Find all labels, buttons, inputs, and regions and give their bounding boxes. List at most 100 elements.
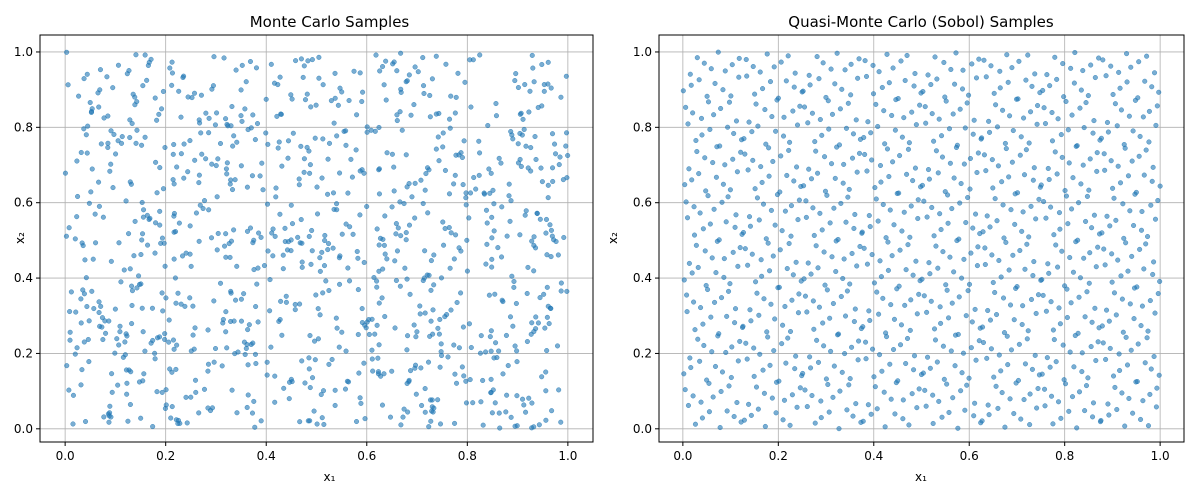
scatter-point: [542, 325, 548, 331]
scatter-point: [874, 289, 880, 295]
scatter-point: [1006, 174, 1012, 180]
scatter-point: [500, 371, 506, 377]
scatter-point: [215, 230, 221, 237]
scatter-point: [755, 406, 761, 412]
scatter-point: [514, 359, 520, 365]
scatter-point: [869, 252, 875, 258]
scatter-point: [112, 350, 118, 356]
scatter-point: [689, 270, 695, 276]
scatter-point: [1094, 150, 1100, 156]
scatter-point: [518, 163, 524, 170]
scatter-point: [787, 139, 793, 145]
scatter-point: [922, 387, 928, 393]
scatter-point: [807, 82, 813, 88]
scatter-point: [845, 194, 851, 200]
scatter-point: [933, 148, 939, 154]
scatter-point: [898, 58, 904, 64]
scatter-point: [1150, 164, 1156, 170]
scatter-point: [296, 182, 302, 188]
scatter-point: [565, 152, 571, 159]
scatter-point: [977, 231, 983, 237]
scatter-point: [433, 53, 439, 59]
scatter-point: [1051, 337, 1057, 343]
scatter-point: [334, 201, 340, 207]
scatter-point: [881, 389, 887, 395]
scatter-point: [480, 422, 486, 428]
scatter-point: [1034, 405, 1040, 411]
scatter-point: [686, 166, 692, 172]
scatter-point: [862, 58, 868, 64]
scatter-point: [486, 292, 492, 298]
scatter-point: [757, 351, 763, 357]
scatter-point: [223, 116, 229, 122]
scatter-point: [814, 337, 820, 343]
axes-frame: [658, 34, 1185, 443]
scatter-point: [110, 85, 116, 91]
scatter-point: [309, 57, 315, 63]
scatter-point: [707, 126, 713, 132]
scatter-point: [842, 67, 848, 73]
scatter-point: [300, 74, 306, 80]
scatter-point: [884, 51, 890, 57]
scatter-point: [288, 202, 294, 208]
scatter-point: [922, 104, 928, 110]
scatter-point: [824, 287, 830, 293]
scatter-point: [1035, 385, 1041, 392]
scatter-point: [392, 258, 398, 264]
scatter-point: [548, 85, 554, 91]
scatter-point: [539, 179, 545, 185]
scatter-point: [252, 424, 258, 430]
scatter-point: [205, 327, 211, 333]
scatter-point: [990, 185, 996, 191]
scatter-point: [64, 49, 70, 55]
scatter-point: [912, 165, 918, 171]
scatter-point: [364, 203, 370, 210]
scatter-point: [1124, 79, 1130, 85]
scatter-point: [1114, 123, 1120, 129]
scatter-point: [873, 196, 879, 202]
scatter-point: [752, 186, 758, 192]
scatter-point: [794, 122, 801, 128]
scatter-point: [319, 415, 325, 421]
scatter-point: [1007, 396, 1013, 402]
scatter-point: [272, 233, 278, 239]
scatter-point: [224, 171, 230, 177]
scatter-point: [226, 241, 232, 247]
scatter-point: [487, 334, 493, 340]
scatter-point: [357, 395, 363, 401]
scatter-point: [1112, 101, 1118, 107]
scatter-point: [256, 230, 262, 236]
scatter-point: [951, 175, 957, 181]
scatter-point: [1157, 278, 1163, 284]
scatter-point: [67, 329, 73, 335]
scatter-point: [369, 356, 375, 362]
scatter-point: [301, 63, 307, 69]
scatter-point: [952, 363, 958, 369]
scatter-point: [427, 92, 433, 99]
scatter-point: [376, 166, 382, 172]
scatter-point: [132, 218, 138, 224]
scatter-point: [189, 95, 195, 101]
scatter-point: [997, 68, 1003, 74]
scatter-point: [810, 298, 816, 304]
scatter-point: [223, 309, 229, 315]
scatter-point: [849, 155, 856, 161]
scatter-point: [528, 168, 534, 174]
scatter-point: [938, 133, 945, 139]
scatter-point: [934, 359, 940, 365]
scatter-point: [938, 227, 944, 233]
scatter-point: [823, 94, 829, 100]
scatter-point: [208, 235, 215, 241]
scatter-point: [222, 243, 228, 249]
y-axis-label: x₂: [13, 232, 27, 244]
scatter-point: [470, 400, 476, 406]
scatter-point: [138, 251, 144, 258]
scatter-point: [1078, 87, 1084, 93]
scatter-point: [339, 231, 345, 237]
scatter-point: [1030, 273, 1036, 279]
scatter-point: [846, 186, 852, 192]
scatter-point: [1020, 209, 1026, 215]
scatter-point: [941, 376, 947, 382]
scatter-point: [1000, 202, 1006, 208]
scatter-point: [1102, 262, 1108, 268]
